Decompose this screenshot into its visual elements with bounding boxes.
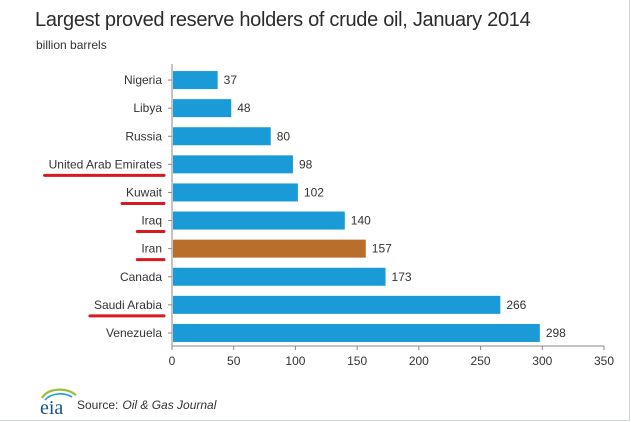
source-note: Source: Oil & Gas Journal: [77, 398, 216, 412]
bar-kuwait: [173, 183, 298, 202]
bar-united-arab-emirates: [173, 155, 293, 174]
value-label-nigeria: 37: [224, 73, 238, 87]
bar-venezuela: [173, 323, 540, 342]
value-label-iran: 157: [372, 242, 392, 256]
category-label-kuwait: Kuwait: [126, 185, 163, 199]
source-name: Oil & Gas Journal: [122, 398, 217, 412]
bar-libya: [173, 99, 232, 118]
value-label-russia: 80: [277, 129, 291, 143]
category-label-russia: Russia: [125, 129, 162, 143]
x-tick-label: 150: [347, 354, 367, 368]
value-label-kuwait: 102: [304, 185, 324, 199]
eia-logo-icon: eia: [40, 388, 77, 416]
value-label-united-arab-emirates: 98: [299, 157, 313, 171]
chart-subtitle: billion barrels: [36, 38, 107, 52]
category-label-saudi-arabia: Saudi Arabia: [94, 298, 162, 312]
x-tick-label: 200: [409, 354, 429, 368]
bar-canada: [173, 267, 386, 286]
x-tick-label: 50: [227, 354, 241, 368]
x-tick-label: 300: [532, 354, 552, 368]
category-label-venezuela: Venezuela: [106, 326, 162, 340]
x-tick-label: 250: [471, 354, 491, 368]
category-label-canada: Canada: [120, 270, 162, 284]
category-label-iran: Iran: [141, 242, 162, 256]
x-tick-label: 100: [285, 354, 305, 368]
category-label-libya: Libya: [133, 101, 162, 115]
source-label: Source:: [77, 398, 119, 412]
category-label-iraq: Iraq: [141, 214, 162, 228]
category-label-nigeria: Nigeria: [124, 73, 162, 87]
chart-title: Largest proved reserve holders of crude …: [35, 9, 531, 31]
x-tick-label: 350: [594, 354, 614, 368]
value-label-libya: 48: [237, 101, 251, 115]
value-label-saudi-arabia: 266: [506, 298, 526, 312]
bar-iran: [173, 239, 366, 258]
bar-saudi-arabia: [173, 295, 501, 314]
bar-nigeria: [173, 71, 218, 90]
category-label-united-arab-emirates: United Arab Emirates: [49, 157, 162, 171]
value-label-venezuela: 298: [546, 326, 566, 340]
value-label-iraq: 140: [351, 214, 371, 228]
bar-iraq: [173, 211, 345, 230]
x-tick-label: 0: [169, 354, 176, 368]
bar-russia: [173, 127, 271, 146]
eia-logo-text: eia: [40, 397, 63, 416]
value-label-canada: 173: [392, 270, 412, 284]
